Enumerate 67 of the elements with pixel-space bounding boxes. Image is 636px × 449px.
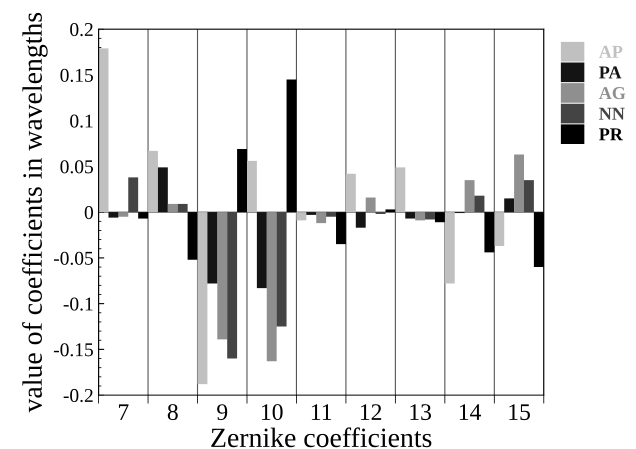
bar xyxy=(306,212,316,215)
bar xyxy=(296,212,306,220)
x-tick-label: 8 xyxy=(168,404,178,420)
x-tick-label: 9 xyxy=(217,404,228,420)
bar xyxy=(444,212,455,284)
bar xyxy=(118,212,128,217)
bar xyxy=(464,180,475,212)
bar xyxy=(266,212,277,362)
bar xyxy=(158,167,168,212)
x-tick-label: 11 xyxy=(312,404,332,420)
bar xyxy=(108,212,118,218)
bar xyxy=(237,149,247,212)
bar xyxy=(178,204,188,212)
bar xyxy=(188,212,198,260)
bar xyxy=(474,196,484,212)
y-tick-label: 0.15 xyxy=(60,68,93,82)
bar xyxy=(227,212,238,359)
bar xyxy=(217,212,228,340)
bar xyxy=(434,212,445,222)
bar xyxy=(425,212,435,220)
y-tick-label: -0.05 xyxy=(54,252,93,265)
y-tick-label: 0.2 xyxy=(70,23,93,36)
y-tick-label: 0.1 xyxy=(70,114,93,128)
bar xyxy=(316,212,326,224)
y-tick-label: -0.1 xyxy=(64,297,93,311)
bar xyxy=(276,212,287,327)
x-tick-label: 14 xyxy=(460,404,482,420)
bar xyxy=(168,204,178,212)
bar xyxy=(286,80,296,212)
bar xyxy=(395,167,406,212)
bar xyxy=(504,198,514,212)
x-tick-label: 15 xyxy=(509,404,530,420)
y-tick-label: -0.2 xyxy=(64,388,93,402)
x-tick-label: 7 xyxy=(118,404,129,420)
bar xyxy=(207,212,218,284)
bar xyxy=(366,198,376,212)
legend-label: PA xyxy=(599,66,622,78)
bar xyxy=(198,212,208,384)
legend-label: PR xyxy=(599,128,624,140)
bar xyxy=(148,150,158,212)
bar xyxy=(98,48,108,212)
bar xyxy=(494,212,504,246)
bar xyxy=(415,212,426,220)
y-tick-label: -0.15 xyxy=(54,343,93,356)
legend-label: NN xyxy=(599,108,625,120)
legend-label: AP xyxy=(598,46,622,58)
x-tick-label: 12 xyxy=(360,404,382,420)
bar xyxy=(524,180,534,212)
x-axis-title: Zernike coefficients xyxy=(211,427,432,448)
bar xyxy=(385,209,396,212)
y-tick-label: 0.05 xyxy=(60,160,93,174)
y-tick-label: 0 xyxy=(84,206,93,220)
bar xyxy=(484,212,494,252)
x-tick-label: 10 xyxy=(262,404,283,420)
x-tick-label: 13 xyxy=(410,404,431,420)
bar xyxy=(246,160,257,212)
bar xyxy=(514,154,524,212)
bar xyxy=(336,212,346,244)
y-axis-title: value of coefficients in wavelengths xyxy=(22,12,48,412)
bar xyxy=(138,212,148,219)
bar xyxy=(326,212,336,217)
bar xyxy=(356,212,366,228)
legend-label: AG xyxy=(598,87,626,100)
bar xyxy=(256,212,267,288)
bar xyxy=(346,174,356,212)
bar xyxy=(128,177,138,212)
bar xyxy=(405,212,416,219)
